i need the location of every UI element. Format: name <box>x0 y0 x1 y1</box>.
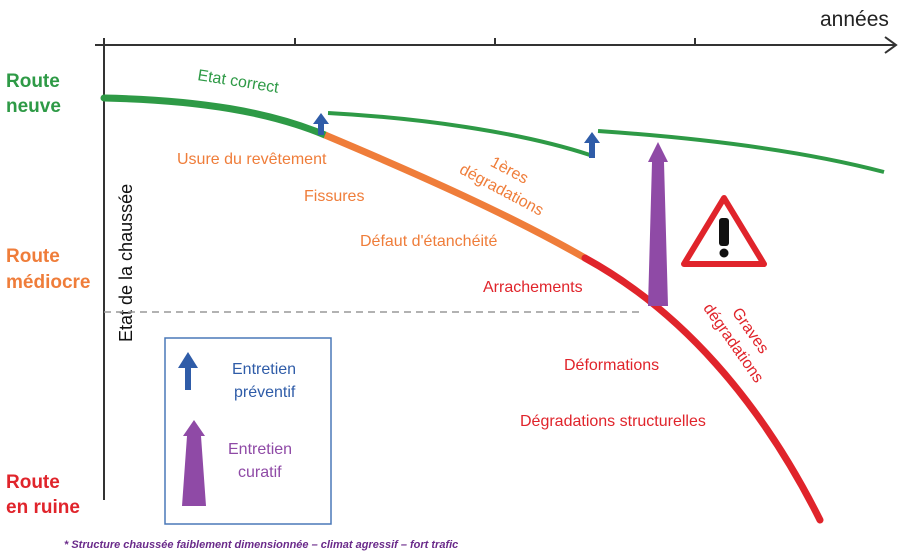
x-axis-arrowhead <box>884 36 898 54</box>
warning-triangle-icon <box>681 195 767 267</box>
label-deformations: Déformations <box>564 357 659 374</box>
curve-green-after-preventive-2 <box>597 129 885 174</box>
label-arrachements: Arrachements <box>483 279 583 296</box>
purple-up-arrow-icon <box>648 142 668 306</box>
label-etat-correct: Etat correct <box>196 67 280 97</box>
label-fissures: Fissures <box>304 188 364 205</box>
label-defaut-etancheite: Défaut d'étanchéité <box>360 233 497 250</box>
legend: Entretien préventif Entretien curatif <box>164 337 332 525</box>
curve-green-initial <box>100 94 329 139</box>
curve-orange-segment <box>323 131 587 262</box>
label-graves-degradations: Graves dégradations <box>700 289 784 387</box>
x-axis-title: années <box>820 8 889 31</box>
level-mediocre: Route médiocre <box>6 246 90 293</box>
level-ruin: Route en ruine <box>6 472 80 518</box>
label-degradations-structurelles: Dégradations structurelles <box>520 413 706 430</box>
label-premieres-degradations: 1ères dégradations <box>456 143 556 220</box>
purple-up-arrow-icon <box>182 420 206 506</box>
label-usure: Usure du revêtement <box>177 151 327 168</box>
y-axis-title: Etat de la chaussée <box>116 184 136 342</box>
footnote: * Structure chaussée faiblement dimensio… <box>64 539 458 551</box>
legend-curatif-label: Entretien curatif <box>228 441 297 481</box>
blue-up-arrow-icon <box>313 113 329 135</box>
legend-preventif-label: Entretien préventif <box>232 361 301 401</box>
blue-up-arrow-icon <box>178 352 198 390</box>
level-new: Route neuve <box>6 71 65 117</box>
curve-red-segment <box>581 254 824 524</box>
blue-up-arrow-icon <box>584 132 600 158</box>
curve-green-after-preventive-1 <box>327 111 591 157</box>
